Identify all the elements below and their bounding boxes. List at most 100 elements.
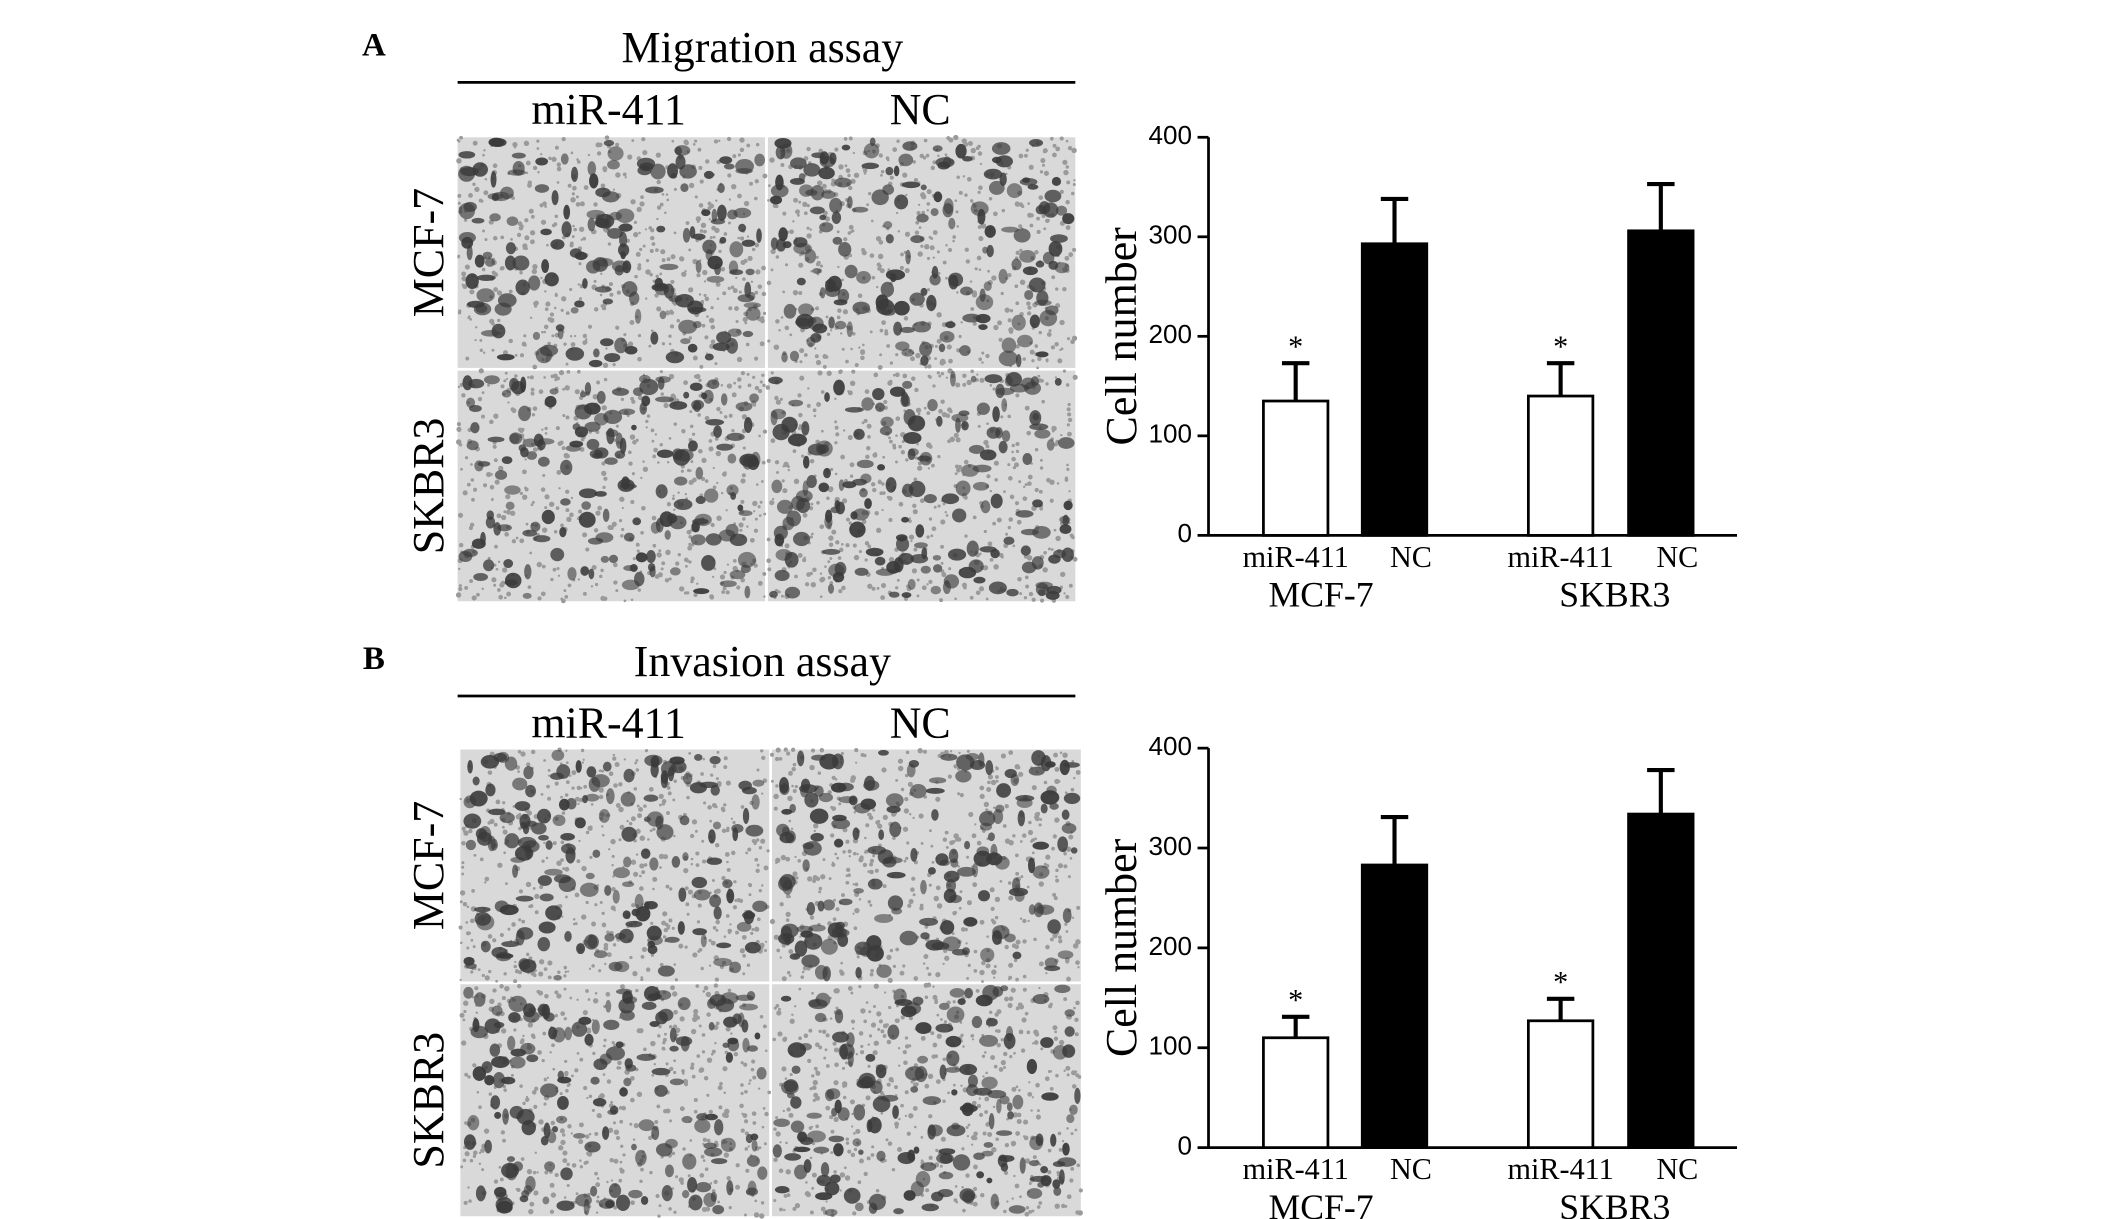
speckle — [529, 239, 535, 245]
speckle — [530, 214, 535, 219]
speckle — [555, 426, 560, 431]
speckle — [711, 802, 717, 808]
speckle — [772, 1037, 777, 1042]
cell — [501, 1076, 516, 1085]
speckle — [636, 206, 642, 213]
cell — [556, 764, 571, 779]
cell — [465, 839, 477, 851]
speckle — [1027, 829, 1034, 836]
speckle — [723, 471, 727, 475]
cell — [504, 485, 521, 495]
speckle — [640, 530, 644, 535]
assay-title: Invasion assay — [634, 637, 891, 686]
speckle — [680, 469, 684, 473]
speckle — [955, 382, 961, 388]
speckle — [757, 1087, 761, 1090]
speckle — [469, 918, 475, 924]
cell — [695, 1182, 712, 1193]
cell — [1017, 810, 1026, 827]
cell — [810, 333, 822, 343]
speckle — [779, 956, 782, 959]
cell — [988, 581, 1007, 595]
speckle — [745, 851, 749, 855]
speckle — [618, 1178, 623, 1183]
cell — [741, 1019, 749, 1033]
speckle — [585, 830, 590, 835]
cell — [505, 242, 516, 255]
cell — [704, 353, 714, 361]
speckle — [774, 756, 780, 762]
speckle — [664, 211, 667, 215]
speckle — [619, 1168, 625, 1174]
cell — [624, 1058, 633, 1070]
speckle — [898, 501, 904, 507]
speckle — [603, 946, 609, 951]
speckle — [598, 787, 604, 793]
speckle — [771, 497, 775, 501]
speckle — [1076, 905, 1081, 910]
speckle — [517, 770, 520, 773]
speckle — [669, 310, 675, 315]
cell — [806, 902, 816, 916]
speckle — [752, 500, 758, 507]
speckle — [687, 545, 693, 551]
speckle — [584, 1134, 590, 1139]
speckle — [825, 1105, 831, 1111]
speckle — [587, 324, 593, 329]
speckle — [1036, 1205, 1041, 1209]
speckle — [604, 135, 610, 140]
cell — [512, 864, 519, 878]
speckle — [703, 985, 709, 991]
speckle — [985, 808, 989, 812]
speckle — [1018, 224, 1023, 229]
speckle — [780, 316, 784, 319]
speckle — [1038, 823, 1042, 827]
speckle — [770, 268, 774, 272]
speckle — [550, 374, 555, 379]
speckle — [834, 1062, 839, 1068]
speckle — [978, 185, 983, 191]
speckle — [1068, 252, 1074, 258]
speckle — [744, 1213, 747, 1217]
cell — [560, 832, 575, 841]
cell — [797, 750, 805, 767]
speckle — [1038, 1201, 1043, 1205]
speckle — [923, 954, 929, 959]
speckle — [566, 1184, 570, 1188]
speckle — [679, 256, 685, 262]
speckle — [549, 1209, 555, 1214]
speckle — [703, 1075, 709, 1081]
speckle — [658, 549, 662, 553]
speckle — [598, 969, 602, 973]
speckle — [1043, 780, 1048, 785]
speckle — [809, 915, 815, 920]
cell — [523, 765, 534, 780]
speckle — [977, 190, 981, 194]
speckle — [596, 1177, 600, 1180]
speckle — [628, 450, 632, 455]
cell — [828, 316, 835, 329]
speckle — [940, 519, 946, 525]
cell — [572, 423, 581, 431]
speckle — [529, 316, 533, 319]
speckle — [976, 373, 979, 376]
cell — [832, 236, 843, 245]
cell — [664, 1164, 674, 1178]
speckle — [615, 803, 621, 808]
cell — [584, 934, 599, 950]
speckle — [908, 898, 914, 904]
cell — [920, 565, 931, 574]
speckle — [503, 510, 507, 514]
speckle — [809, 1156, 813, 1160]
speckle — [569, 512, 574, 518]
speckle — [457, 139, 461, 143]
speckle — [1070, 1166, 1075, 1171]
speckle — [658, 803, 662, 807]
speckle — [977, 225, 982, 229]
cell — [877, 464, 886, 471]
speckle — [558, 369, 565, 376]
cell — [1049, 802, 1059, 810]
speckle — [1067, 875, 1071, 879]
speckle — [862, 753, 867, 758]
speckle — [656, 552, 662, 558]
